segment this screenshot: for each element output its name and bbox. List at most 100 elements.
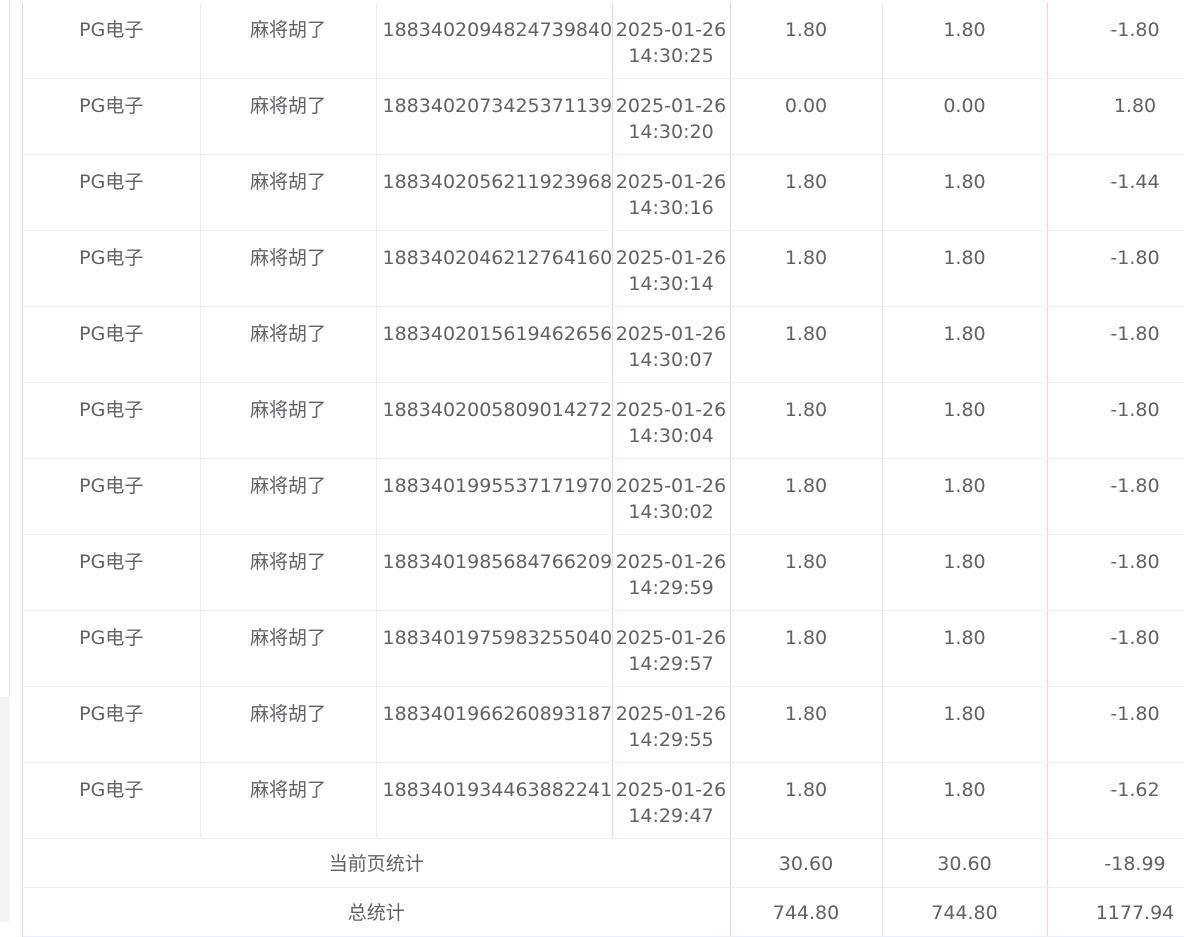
order-id-cell: 1883401966260893187 <box>376 686 613 763</box>
platform-cell: PG电子 <box>23 154 201 231</box>
platform-cell: PG电子 <box>23 686 201 763</box>
time-cell: 2025-01-26 14:29:55 <box>612 686 731 763</box>
bet-time: 14:30:25 <box>628 45 714 67</box>
order-id-cell: 1883401985684766209 <box>376 534 613 611</box>
time-cell: 2025-01-26 14:30:02 <box>612 458 731 535</box>
valid-bet-cell: 0.00 <box>882 78 1048 155</box>
platform-cell: PG电子 <box>23 610 201 687</box>
platform-cell: PG电子 <box>23 382 201 459</box>
win-loss-cell: -1.80 <box>1047 686 1184 763</box>
bet-date: 2025-01-26 <box>615 247 727 269</box>
table-row: PG电子 麻将胡了 1883402073425371139 2025-01-26 14:… <box>23 78 1184 155</box>
win-loss-cell: -1.80 <box>1047 382 1184 459</box>
game-cell: 麻将胡了 <box>200 382 377 459</box>
bet-time: 14:29:47 <box>628 805 714 827</box>
page-summary-valid-bet: 30.60 <box>882 838 1048 888</box>
bet-cell: 1.80 <box>730 230 883 307</box>
valid-bet-cell: 1.80 <box>882 458 1048 535</box>
platform-cell: PG电子 <box>23 458 201 535</box>
time-cell: 2025-01-26 14:30:07 <box>612 306 731 383</box>
order-id-cell: 1883402005809014272 <box>376 382 613 459</box>
bet-date: 2025-01-26 <box>615 323 727 345</box>
time-cell: 2025-01-26 14:30:04 <box>612 382 731 459</box>
valid-bet-cell: 1.80 <box>882 306 1048 383</box>
time-cell: 2025-01-26 14:30:20 <box>612 78 731 155</box>
win-loss-cell: -1.80 <box>1047 306 1184 383</box>
bet-time: 14:29:59 <box>628 577 714 599</box>
valid-bet-cell: 1.80 <box>882 230 1048 307</box>
total-summary-label: 总统计 <box>23 887 731 937</box>
valid-bet-cell: 1.80 <box>882 3 1048 79</box>
bet-time: 14:30:07 <box>628 349 714 371</box>
bet-date: 2025-01-26 <box>615 551 727 573</box>
table-row: PG电子 麻将胡了 1883402046212764160 2025-01-26 14:… <box>23 230 1184 307</box>
valid-bet-cell: 1.80 <box>882 610 1048 687</box>
sidebar-divider <box>9 0 10 697</box>
order-id-cell: 1883402015619462656 <box>376 306 613 383</box>
total-summary-row: 总统计 744.80 744.80 1177.94 <box>23 887 1184 937</box>
valid-bet-cell: 1.80 <box>882 382 1048 459</box>
bet-date: 2025-01-26 <box>615 171 727 193</box>
game-cell: 麻将胡了 <box>200 230 377 307</box>
table-row: PG电子 麻将胡了 1883401934463882241 2025-01-26 14:… <box>23 762 1184 839</box>
bet-time: 14:29:57 <box>628 653 714 675</box>
page-summary-win-loss: -18.99 <box>1047 838 1184 888</box>
win-loss-cell: -1.44 <box>1047 154 1184 231</box>
bet-date: 2025-01-26 <box>615 627 727 649</box>
game-cell: 麻将胡了 <box>200 3 377 79</box>
bet-cell: 1.80 <box>730 610 883 687</box>
order-id-cell: 1883402056211923968 <box>376 154 613 231</box>
time-cell: 2025-01-26 14:30:16 <box>612 154 731 231</box>
bet-time: 14:30:04 <box>628 425 714 447</box>
bet-cell: 1.80 <box>730 306 883 383</box>
bet-cell: 1.80 <box>730 154 883 231</box>
win-loss-cell: -1.80 <box>1047 534 1184 611</box>
bet-date: 2025-01-26 <box>615 95 727 117</box>
win-loss-cell: 1.80 <box>1047 78 1184 155</box>
valid-bet-cell: 1.80 <box>882 686 1048 763</box>
table-row: PG电子 麻将胡了 1883402056211923968 2025-01-26 14:… <box>23 154 1184 231</box>
valid-bet-cell: 1.80 <box>882 762 1048 839</box>
table-row: PG电子 麻将胡了 1883402094824739840 2025-01-26 14:… <box>23 3 1184 79</box>
bet-time: 14:30:16 <box>628 197 714 219</box>
table-row: PG电子 麻将胡了 1883401985684766209 2025-01-26 14:… <box>23 534 1184 611</box>
game-cell: 麻将胡了 <box>200 762 377 839</box>
table-row: PG电子 麻将胡了 1883401995537171970 2025-01-26 14:… <box>23 458 1184 535</box>
game-cell: 麻将胡了 <box>200 686 377 763</box>
game-cell: 麻将胡了 <box>200 306 377 383</box>
page-summary-row: 当前页统计 30.60 30.60 -18.99 <box>23 838 1184 888</box>
bet-cell: 1.80 <box>730 686 883 763</box>
page-summary-bet: 30.60 <box>730 838 883 888</box>
bet-time: 14:29:55 <box>628 729 714 751</box>
bet-cell: 1.80 <box>730 458 883 535</box>
bet-cell: 1.80 <box>730 534 883 611</box>
platform-cell: PG电子 <box>23 306 201 383</box>
bet-cell: 1.80 <box>730 762 883 839</box>
win-loss-cell: -1.80 <box>1047 3 1184 79</box>
platform-cell: PG电子 <box>23 230 201 307</box>
table-row: PG电子 麻将胡了 1883402015619462656 2025-01-26 14:… <box>23 306 1184 383</box>
bet-date: 2025-01-26 <box>615 703 727 725</box>
game-cell: 麻将胡了 <box>200 534 377 611</box>
order-id-cell: 1883402094824739840 <box>376 3 613 79</box>
win-loss-cell: -1.62 <box>1047 762 1184 839</box>
page-summary-label: 当前页统计 <box>23 838 731 888</box>
total-summary-bet: 744.80 <box>730 887 883 937</box>
order-id-cell: 1883401975983255040 <box>376 610 613 687</box>
order-id-cell: 1883401995537171970 <box>376 458 613 535</box>
bet-date: 2025-01-26 <box>615 475 727 497</box>
bet-date: 2025-01-26 <box>615 399 727 421</box>
table-row: PG电子 麻将胡了 1883401966260893187 2025-01-26 14:… <box>23 686 1184 763</box>
valid-bet-cell: 1.80 <box>882 534 1048 611</box>
bet-cell: 0.00 <box>730 78 883 155</box>
order-id-cell: 1883402073425371139 <box>376 78 613 155</box>
game-cell: 麻将胡了 <box>200 458 377 535</box>
platform-cell: PG电子 <box>23 762 201 839</box>
order-id-cell: 1883402046212764160 <box>376 230 613 307</box>
time-cell: 2025-01-26 14:30:14 <box>612 230 731 307</box>
total-summary-valid-bet: 744.80 <box>882 887 1048 937</box>
order-id-cell: 1883401934463882241 <box>376 762 613 839</box>
time-cell: 2025-01-26 14:29:47 <box>612 762 731 839</box>
bet-time: 14:30:02 <box>628 501 714 523</box>
bet-cell: 1.80 <box>730 3 883 79</box>
